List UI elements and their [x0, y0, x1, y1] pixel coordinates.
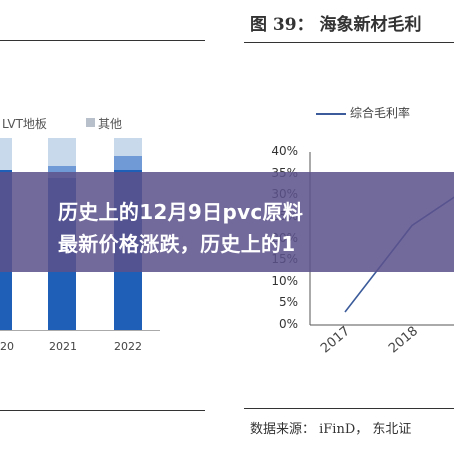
legend-label: 其他 [98, 117, 123, 131]
bottom-rule-right [244, 408, 454, 409]
figure-title: 图 39： 海象新材毛利 [250, 15, 422, 35]
legend-swatch-other [86, 118, 95, 127]
title-overlay-banner[interactable]: 历史上的12月9日pvc原料 最新价格涨跌，历史上的1 [0, 172, 454, 272]
x-axis-line [0, 330, 160, 331]
legend-item-other: 其他 [98, 115, 122, 132]
legend-item-lvt: LVT地板 [2, 115, 47, 132]
y-tick-label: 40% [271, 144, 298, 158]
bar-segment-mid [114, 156, 142, 170]
bar-segment-other [48, 138, 76, 166]
source-note: 数据来源： iFinD， 东北证 [250, 422, 412, 437]
bar-segment-other [114, 138, 142, 156]
series-legend-label: 综合毛利率 [350, 106, 411, 120]
legend-label: LVT地板 [2, 117, 47, 131]
top-rule-left [0, 40, 205, 41]
y-tick-label: 5% [278, 295, 298, 310]
bottom-rule-left [0, 410, 205, 411]
x-tick-label: 20 [0, 340, 14, 353]
overlay-title-line1: 历史上的12月9日pvc原料 [58, 200, 304, 224]
x-tick-label: 2022 [114, 340, 142, 353]
x-tick-label: 2021 [49, 340, 77, 353]
top-rule-right [244, 42, 454, 43]
legend-line-swatch [316, 113, 346, 115]
bar-segment-other [0, 138, 12, 170]
y-tick-label: 0% [278, 317, 298, 331]
y-tick-label: 10% [271, 273, 298, 288]
overlay-title-line2: 最新价格涨跌，历史上的1 [58, 232, 296, 256]
